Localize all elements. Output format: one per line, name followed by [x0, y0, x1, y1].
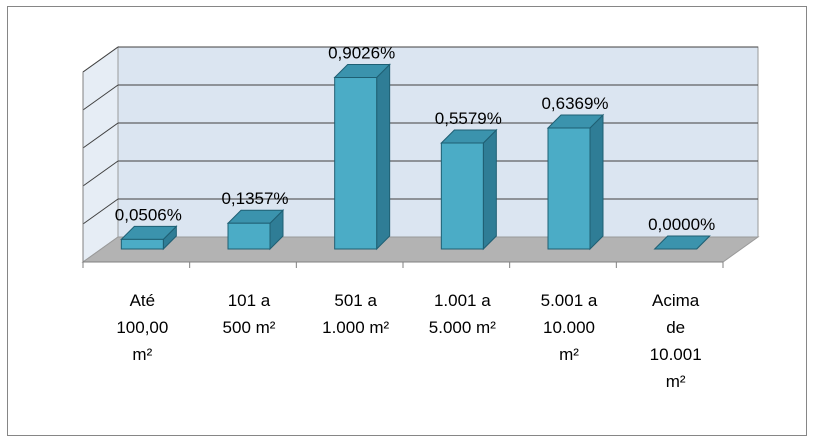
bar-side: [376, 63, 391, 251]
bar: [120, 225, 178, 251]
bar-front: [227, 222, 271, 250]
data-label: 0,1357%: [221, 189, 288, 208]
category-label: Acima de 10.001 m²: [649, 291, 702, 391]
bar: [546, 113, 605, 251]
data-label: 0,0506%: [115, 205, 182, 224]
bar-front: [547, 127, 591, 250]
chart-area: 0,0506% 0,1357% 0,9026% 0,5579% 0,6369% 0,000…: [7, 6, 807, 436]
category-label: 1.001 a 5.000 m²: [428, 291, 496, 337]
gridline-side: [82, 122, 119, 149]
gridline-side: [82, 198, 119, 225]
bar: [653, 235, 711, 250]
data-label: 0,9026%: [328, 44, 395, 63]
bar-side: [589, 113, 604, 251]
bar-front: [440, 142, 484, 250]
side-wall: [82, 46, 119, 263]
bar: [226, 209, 285, 251]
gridline-side: [82, 160, 119, 187]
bar-top: [653, 235, 711, 250]
data-label: 0,5579%: [435, 109, 502, 128]
bar-front: [334, 77, 378, 250]
category-label: Até 100,00 m²: [116, 291, 169, 364]
bar-side: [482, 128, 497, 251]
gridline-side: [82, 84, 119, 111]
category-label: 5.001 a 10.000 m²: [540, 291, 598, 364]
category-label: 101 a 500 m²: [222, 291, 276, 337]
gridline-side: [82, 46, 119, 73]
back-wall: [117, 46, 759, 238]
bar-front: [120, 238, 164, 250]
bar: [440, 128, 498, 251]
data-label: 0,0000%: [648, 215, 715, 234]
bar: [333, 63, 391, 251]
bar-chart: 0,0506% 0,1357% 0,9026% 0,5579% 0,6369% 0,000…: [81, 44, 760, 268]
data-label: 0,6369%: [541, 94, 608, 113]
category-label: 501 a 1.000 m²: [322, 291, 390, 337]
